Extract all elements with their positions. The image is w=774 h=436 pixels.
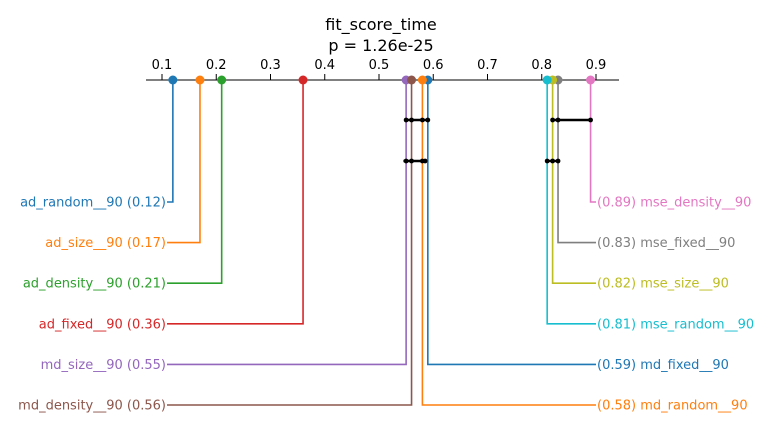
- method-label-mse_density__90: (0.89) mse_density__90: [597, 196, 751, 211]
- tick-label: 0.4: [314, 58, 335, 73]
- clique-dot: [588, 117, 593, 123]
- chart-subtitle: p = 1.26e-25: [328, 36, 433, 55]
- method-label-ad_fixed__90: ad_fixed__90 (0.36): [39, 317, 166, 332]
- rank-marker-ad_size__90: [195, 75, 205, 85]
- clique-dot: [403, 117, 409, 123]
- method-label-ad_density__90: ad_density__90 (0.21): [23, 277, 166, 292]
- clique-bars-group: [403, 117, 593, 164]
- method-label-ad_random__90: ad_random__90 (0.12): [20, 196, 166, 211]
- clique-dot: [420, 117, 425, 123]
- rank-marker-md_random__90: [417, 75, 427, 85]
- rank-marker-ad_fixed__90: [298, 75, 308, 85]
- tick-group: 0.1 0.2 0.3 0.4 0.5 0.6 0.7 0.8 0.9: [152, 58, 607, 80]
- tick-label: 0.1: [152, 58, 173, 73]
- clique-dot: [544, 158, 550, 164]
- clique-dot: [550, 117, 555, 123]
- clique-dot: [409, 117, 414, 123]
- method-line-ad_random__90: [167, 80, 174, 203]
- rank-marker-md_density__90: [407, 75, 417, 85]
- method-label-mse_fixed__90: (0.83) mse_fixed__90: [597, 236, 735, 251]
- clique-dot: [422, 158, 428, 164]
- tick-label: 0.6: [423, 58, 444, 73]
- tick-label: 0.7: [477, 58, 498, 73]
- method-line-mse_density__90: [589, 80, 596, 203]
- method-label-md_size__90: md_size__90 (0.55): [41, 358, 166, 373]
- rank-marker-ad_density__90: [217, 75, 227, 85]
- method-label-md_random__90: (0.58) md_random__90: [597, 399, 748, 414]
- method-label-md_density__90: md_density__90 (0.56): [18, 399, 166, 414]
- method-line-mse_random__90: [546, 80, 596, 325]
- method-line-md_fixed__90: [427, 80, 596, 366]
- method-markers-group: [168, 75, 596, 85]
- tick-label: 0.2: [206, 58, 227, 73]
- clique-dot: [425, 117, 431, 123]
- rank-marker-mse_random__90: [542, 75, 552, 85]
- method-line-md_size__90: [167, 80, 407, 366]
- method-line-ad_density__90: [167, 80, 223, 285]
- tick-label: 0.9: [586, 58, 607, 73]
- method-line-md_random__90: [421, 80, 596, 406]
- method-line-md_density__90: [167, 80, 413, 406]
- method-line-ad_fixed__90: [167, 80, 304, 325]
- method-line-mse_size__90: [551, 80, 596, 285]
- clique-dot: [403, 158, 409, 164]
- chart-title: fit_score_time: [325, 15, 437, 35]
- tick-label: 0.3: [260, 58, 281, 73]
- tick-label: 0.8: [531, 58, 552, 73]
- method-lines-group: [167, 80, 596, 406]
- method-label-mse_random__90: (0.81) mse_random__90: [597, 317, 754, 332]
- clique-dot: [555, 117, 561, 123]
- method-label-ad_size__90: ad_size__90 (0.17): [45, 236, 166, 251]
- method-line-ad_size__90: [167, 80, 201, 244]
- rank-marker-ad_random__90: [168, 75, 178, 85]
- rank-marker-mse_density__90: [586, 75, 596, 85]
- clique-dot: [555, 158, 561, 164]
- clique-dot: [409, 158, 414, 164]
- method-line-mse_fixed__90: [557, 80, 596, 244]
- method-labels-group: ad_random__90 (0.12) ad_size__90 (0.17) ad…: [18, 196, 754, 414]
- method-label-md_fixed__90: (0.59) md_fixed__90: [597, 358, 729, 373]
- tick-label: 0.5: [369, 58, 390, 73]
- clique-dot: [550, 158, 555, 164]
- method-label-mse_size__90: (0.82) mse_size__90: [597, 277, 729, 292]
